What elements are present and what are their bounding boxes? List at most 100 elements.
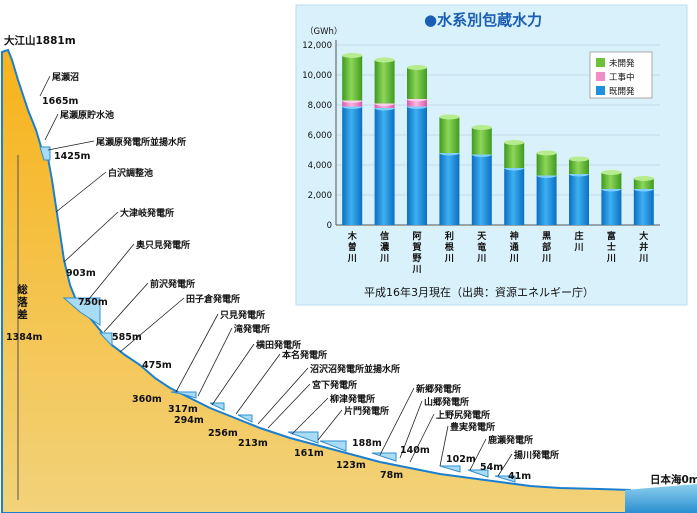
facility-leader-line (317, 409, 343, 441)
category-label-char: 川 (411, 264, 421, 275)
category-label-char: 川 (476, 253, 486, 264)
facility-leader-line (211, 343, 255, 406)
facility-label: 本名発電所 (282, 349, 327, 361)
elevation-label: 161m (294, 448, 324, 459)
chart-plot: 02,0004,0006,0008,00010,00012,000木曽川信濃川阿… (302, 40, 660, 275)
category-label-char: 川 (606, 253, 616, 264)
facility-leader-line (119, 297, 185, 353)
bar-cap (536, 150, 557, 156)
category-label-char: 根 (445, 241, 455, 253)
facility-label: 新郷発電所 (416, 383, 461, 395)
bar-cap (504, 140, 525, 145)
bar-segment-工事中 (407, 99, 427, 107)
sea-label: 日本海0m (650, 473, 697, 486)
facility-leader-line (409, 413, 435, 463)
total-drop: 総落差 1384m (6, 155, 42, 500)
category-label-char: 利 (444, 230, 454, 242)
category-label-char: 部 (542, 241, 551, 253)
facility-label: 揚川発電所 (514, 449, 559, 461)
facility-leader-line (291, 397, 329, 435)
bar-segment-既開発 (439, 153, 460, 225)
bar-segment-未開発 (471, 127, 492, 155)
category-label-char: 川 (638, 253, 648, 264)
bar-cap (471, 125, 492, 130)
facility-label: 横田発電所 (256, 339, 301, 351)
legend-swatch (596, 86, 605, 95)
bar-cap (407, 65, 427, 70)
category-label-char: 野 (412, 253, 421, 264)
sea-area (625, 484, 697, 513)
facility-leader-line (267, 383, 311, 429)
elevation-label: 188m (352, 438, 382, 449)
category-label-char: 通 (510, 241, 519, 253)
facility-leader-line (47, 140, 95, 151)
legend-label: 既開発 (609, 87, 635, 97)
category-label-char: 川 (444, 253, 454, 264)
chart-note: 平成16年3月現在（出典：資源エネルギー庁） (364, 285, 594, 299)
y-tick-label: 4,000 (308, 161, 332, 171)
facility-leader-line (83, 243, 135, 306)
chart-title: ●水系別包蔵水力 (424, 11, 542, 29)
facility-label: 只見発電所 (220, 309, 265, 321)
category-label-char: 天 (477, 231, 487, 242)
facility-leader-line (439, 425, 449, 467)
bar-segment-未開発 (633, 178, 654, 189)
category-label-char: 川 (509, 253, 519, 264)
elevation-label: 54m (480, 462, 503, 473)
facility-label: 鹿瀬発電所 (487, 434, 533, 446)
total-drop-label-text: 総落差 (16, 283, 28, 321)
category-label-char: 竜 (477, 241, 486, 253)
facility-label: 滝発電所 (234, 323, 270, 335)
facility-label: 柳津発電所 (330, 393, 375, 405)
bar-segment-工事中 (342, 100, 363, 107)
bar-segment-未開発 (536, 153, 557, 176)
bar-segment-既開発 (407, 106, 427, 225)
bar-segment-既開発 (471, 154, 492, 225)
bar-segment-既開発 (601, 189, 622, 225)
facility-leader-line (103, 282, 149, 333)
facility-leader-line (39, 75, 51, 97)
chart-unit: （GWh） (305, 26, 342, 37)
bar-segment-既開発 (504, 168, 525, 225)
facility-label: 大津岐発電所 (120, 207, 174, 219)
category-label-char: 川 (379, 253, 389, 264)
category-label-char: 信 (380, 230, 389, 242)
facility-label: 沼沢沼発電所並揚水所 (310, 363, 400, 375)
category-label-char: 曽 (348, 241, 357, 253)
facility-leader-line (55, 171, 107, 213)
y-tick-label: 2,000 (308, 191, 332, 201)
legend-swatch (596, 72, 605, 81)
facility-label: 奥只見発電所 (135, 239, 190, 251)
bar-segment-既開発 (536, 175, 557, 225)
bar-segment-未開発 (374, 60, 395, 104)
elevation-label: 41m (508, 471, 531, 482)
reservoirs (39, 146, 516, 483)
facility-label: 尾瀬原貯水池 (59, 109, 114, 121)
elevation-label: 213m (238, 438, 268, 449)
category-label-char: 富 (607, 230, 616, 242)
bar-cap (601, 170, 622, 175)
legend-label: 工事中 (609, 72, 635, 83)
bar-segment-未開発 (407, 67, 427, 99)
bar-cap (342, 53, 363, 58)
elevation-label: 1665m (42, 96, 78, 107)
category-label-char: 川 (573, 242, 583, 253)
category-label-char: 阿 (412, 231, 421, 242)
facility-label: 片門発電所 (344, 405, 389, 417)
facility-leader-line (497, 453, 513, 477)
facility-label: 尾瀬沼 (51, 71, 79, 83)
facility-label: 田子倉発電所 (186, 293, 240, 305)
category-label-char: 川 (541, 253, 551, 264)
total-drop-value: 1384m (6, 332, 42, 343)
category-label-char: 庄 (574, 230, 583, 242)
bar-segment-既開発 (633, 189, 654, 225)
category-label-char: 黒 (542, 231, 551, 242)
y-tick-label: 12,000 (302, 41, 332, 51)
elevation-label: 140m (400, 445, 430, 456)
elevation-label: 903m (66, 268, 96, 279)
bar-segment-既開発 (374, 108, 395, 225)
facility-label: 山郷発電所 (424, 396, 469, 408)
facility-leader-line (175, 313, 219, 393)
